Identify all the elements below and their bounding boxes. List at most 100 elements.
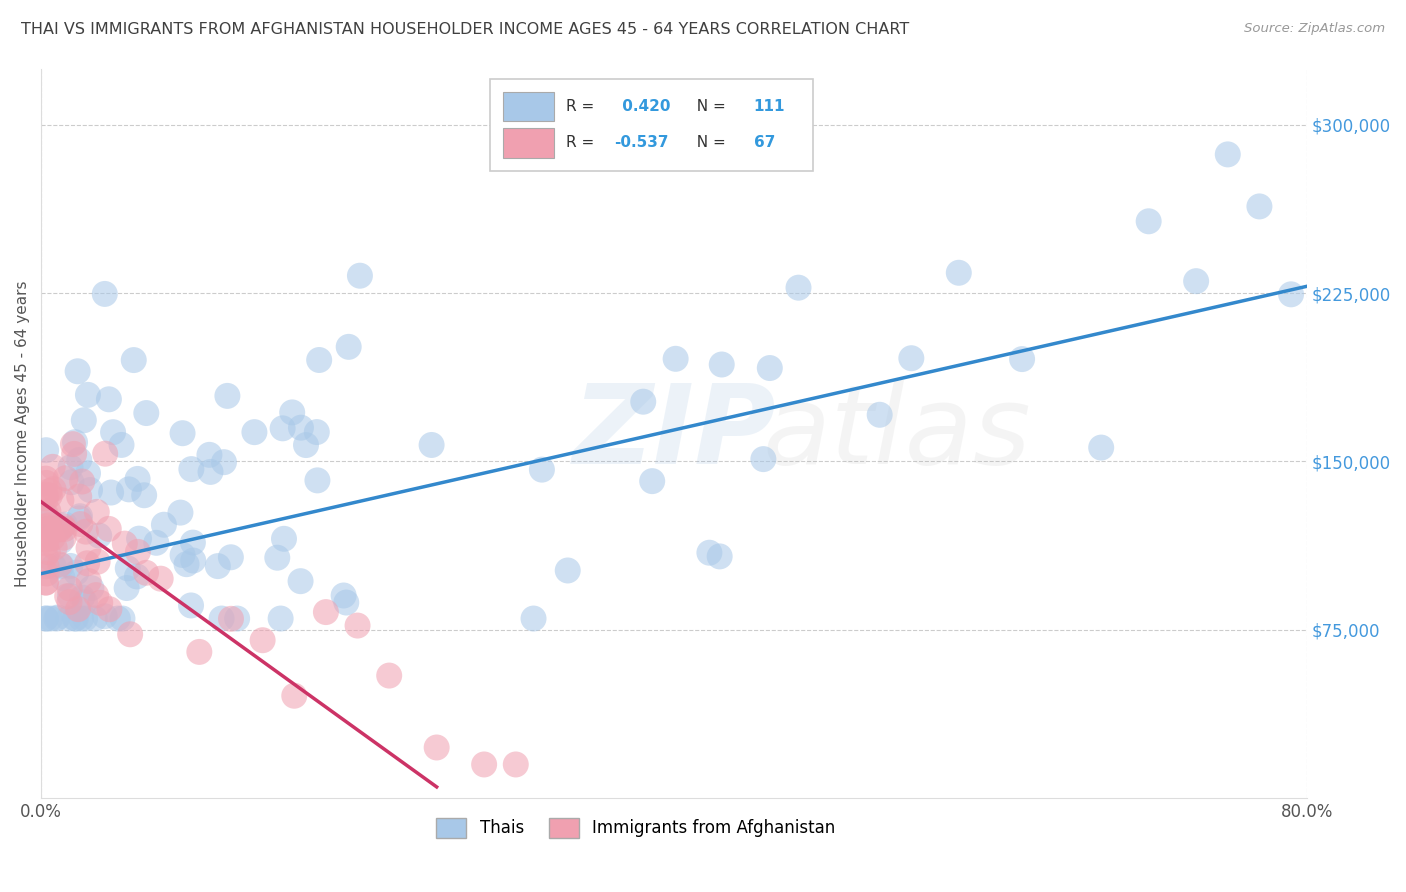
Point — [172, 426, 194, 441]
Point — [79, 483, 101, 497]
Point — [135, 406, 157, 420]
Point — [180, 462, 202, 476]
Point — [181, 535, 204, 549]
Point — [266, 550, 288, 565]
Point — [135, 566, 157, 580]
Point — [42, 459, 65, 474]
Point — [35, 566, 58, 581]
Point — [76, 556, 98, 570]
Point — [308, 353, 330, 368]
Point — [759, 361, 782, 376]
Point — [67, 490, 90, 504]
Point — [307, 474, 329, 488]
Point — [200, 465, 222, 479]
Point — [219, 550, 242, 565]
Point — [89, 596, 111, 610]
Point — [77, 541, 100, 555]
Point — [752, 452, 775, 467]
Point — [335, 595, 357, 609]
Point — [472, 757, 495, 772]
Point — [1249, 199, 1271, 213]
Point — [86, 555, 108, 569]
Point — [699, 546, 721, 560]
Point — [59, 582, 82, 596]
Point — [45, 521, 67, 535]
Point — [35, 559, 58, 574]
Point — [73, 413, 96, 427]
Point — [219, 612, 242, 626]
Point — [349, 268, 371, 283]
Point — [153, 517, 176, 532]
Point — [100, 485, 122, 500]
Point — [37, 523, 59, 537]
Y-axis label: Householder Income Ages 45 - 64 years: Householder Income Ages 45 - 64 years — [15, 280, 30, 587]
Point — [42, 559, 65, 574]
Point — [283, 689, 305, 703]
Point — [710, 358, 733, 372]
Point — [59, 589, 82, 603]
Point — [35, 519, 58, 533]
Text: THAI VS IMMIGRANTS FROM AFGHANISTAN HOUSEHOLDER INCOME AGES 45 - 64 YEARS CORREL: THAI VS IMMIGRANTS FROM AFGHANISTAN HOUS… — [21, 22, 910, 37]
Point — [176, 557, 198, 571]
Point — [212, 455, 235, 469]
Text: atlas: atlas — [762, 380, 1031, 487]
Point — [1185, 274, 1208, 288]
Point — [77, 467, 100, 481]
Text: N =: N = — [686, 136, 730, 151]
Point — [67, 602, 90, 616]
Point — [66, 364, 89, 378]
Point — [35, 491, 58, 506]
Point — [35, 475, 58, 490]
Text: N =: N = — [686, 99, 730, 114]
Point — [127, 472, 149, 486]
Point — [67, 511, 90, 525]
Point — [97, 392, 120, 407]
Point — [49, 534, 72, 549]
Point — [53, 517, 76, 532]
Point — [631, 394, 654, 409]
Point — [337, 340, 360, 354]
Point — [75, 524, 97, 539]
Point — [35, 533, 58, 547]
Point — [1090, 441, 1112, 455]
Point — [271, 421, 294, 435]
Point — [252, 633, 274, 648]
Point — [51, 558, 73, 573]
Point — [420, 438, 443, 452]
Point — [198, 448, 221, 462]
Point — [49, 558, 72, 572]
Point — [80, 581, 103, 595]
Point — [530, 462, 553, 476]
Point — [101, 425, 124, 440]
Point — [37, 504, 59, 518]
Point — [35, 611, 58, 625]
Point — [122, 353, 145, 368]
Point — [69, 509, 91, 524]
Point — [35, 575, 58, 590]
Point — [557, 564, 579, 578]
Point — [38, 518, 60, 533]
Text: 67: 67 — [754, 136, 775, 151]
Point — [869, 408, 891, 422]
Point — [84, 611, 107, 625]
Point — [97, 522, 120, 536]
Point — [94, 447, 117, 461]
Point — [70, 611, 93, 625]
Point — [1279, 287, 1302, 301]
Point — [290, 574, 312, 589]
Point — [1137, 214, 1160, 228]
Point — [111, 611, 134, 625]
Point — [77, 388, 100, 402]
Point — [53, 522, 76, 536]
Text: 111: 111 — [754, 99, 785, 114]
Point — [641, 474, 664, 488]
Point — [35, 549, 58, 563]
Point — [52, 531, 75, 545]
Legend: Thais, Immigrants from Afghanistan: Thais, Immigrants from Afghanistan — [430, 811, 842, 845]
Point — [37, 545, 59, 559]
Point — [134, 488, 156, 502]
Text: R =: R = — [567, 136, 599, 151]
Point — [172, 548, 194, 562]
Point — [44, 541, 66, 555]
Point — [125, 569, 148, 583]
